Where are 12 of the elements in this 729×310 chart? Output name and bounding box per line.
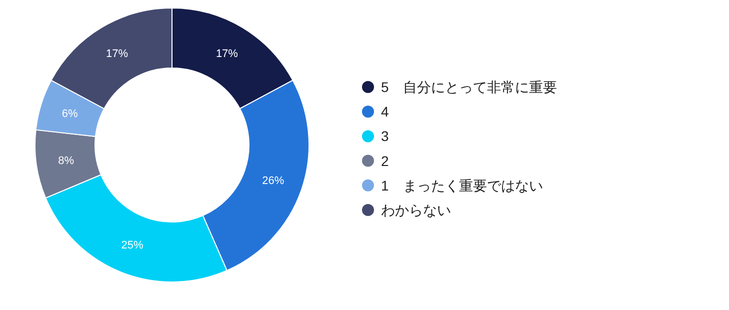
legend-label: 4 [381,104,389,120]
legend-label: わからない [381,202,451,218]
data-label: 17% [216,48,238,60]
legend-label: 3 [381,128,389,144]
data-label: 6% [62,108,78,120]
legend-label: 2 [381,152,389,169]
legend-label: 1 まったく重要ではない [381,177,543,194]
data-label: 25% [121,239,144,252]
data-label: 26% [262,174,284,187]
data-label: 17% [106,48,128,60]
data-label: 8% [58,155,74,168]
legend-label: 5 自分にとって非常に重要 [381,79,557,95]
